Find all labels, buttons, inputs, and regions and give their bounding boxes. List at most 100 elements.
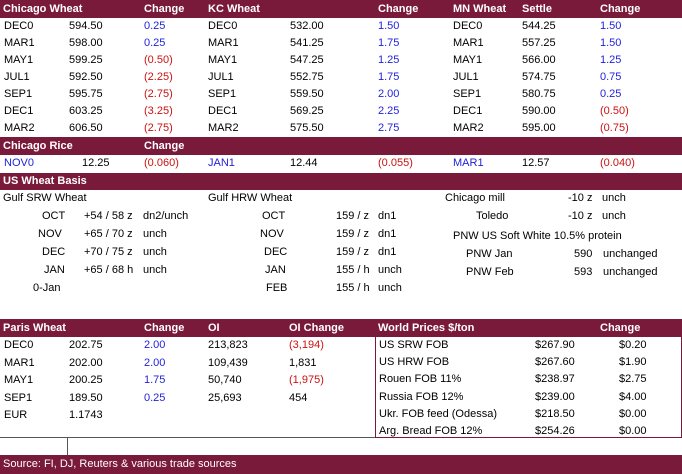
kc-change: 1.75 — [378, 37, 400, 49]
mn-settle-header: Settle — [522, 3, 552, 15]
chicago-change: 0.25 — [144, 20, 166, 32]
world-change-header: Change — [600, 322, 641, 334]
hrw-basis-note: dn1 — [378, 210, 397, 222]
hrw-basis-value: 159 / z — [336, 246, 370, 258]
kc-price: 532.00 — [290, 20, 324, 32]
hrw-month: NOV — [260, 228, 284, 240]
world-price: $218.50 — [535, 407, 575, 420]
srw-basis-note: unch — [143, 246, 167, 258]
hrw-basis-note: dn1 — [378, 246, 397, 258]
pnw-jan-value: 590 — [574, 248, 593, 260]
kc-price: 575.50 — [290, 122, 324, 134]
rice-title: Chicago Rice — [3, 140, 73, 152]
hrw-month: OCT — [262, 210, 286, 222]
rice-month-nov: NOV0 — [4, 157, 34, 169]
world-origin: Rouen FOB 11% — [379, 373, 462, 386]
srw-month: DEC — [42, 246, 66, 258]
mn-change: 0.75 — [600, 71, 622, 83]
chicago-month: SEP1 — [4, 88, 33, 100]
paris-price: 189.50 — [69, 391, 103, 404]
mn-change-header: Change — [600, 3, 641, 15]
srw-month: 0-Jan — [33, 282, 61, 294]
kc-month: MAY1 — [208, 54, 238, 66]
srw-basis-note: unch — [143, 228, 167, 240]
world-bottom-border — [375, 437, 682, 438]
paris-oi: 109,439 — [208, 356, 248, 369]
kc-change: 1.75 — [378, 71, 400, 83]
mn-change: 1.50 — [600, 37, 622, 49]
paris-price: 202.75 — [69, 339, 103, 351]
paris-oi-change-header: OI Change — [289, 322, 345, 334]
source-note: Source: FI, DJ, Reuters & various trade … — [3, 458, 237, 470]
srw-month: OCT — [42, 210, 66, 222]
chicago-price: 592.50 — [69, 71, 103, 83]
rice-change-nov: (0.060) — [144, 157, 179, 169]
paris-month: DEC0 — [4, 339, 34, 351]
paris-wheat-header: Paris Wheat — [3, 322, 66, 334]
chicago-change: 0.25 — [144, 37, 166, 49]
world-change: $2.75 — [619, 373, 647, 386]
kc-month: DEC1 — [208, 105, 238, 117]
rice-change-header: Change — [144, 140, 185, 152]
hrw-month: FEB — [266, 282, 288, 294]
chicago-change: (2.25) — [144, 71, 173, 83]
chicago-month: MAY1 — [4, 54, 34, 66]
chicago-month: MAR1 — [4, 37, 35, 49]
hrw-month: DEC — [264, 246, 288, 258]
kc-change: 2.00 — [378, 88, 400, 100]
world-price: $238.97 — [535, 373, 575, 386]
kc-change: 1.50 — [378, 20, 400, 32]
mn-price: 580.75 — [522, 88, 556, 100]
mn-month: JUL1 — [453, 71, 479, 83]
basis-header-bar: US Wheat Basis — [0, 173, 682, 190]
mn-month: MAY1 — [453, 54, 483, 66]
hrw-basis-note: unch — [378, 282, 402, 294]
chicago-price: 603.25 — [69, 105, 103, 117]
world-origin: Ukr. FOB feed (Odessa) — [379, 407, 497, 420]
paris-oi: 25,693 — [208, 391, 242, 404]
kc-price: 552.75 — [290, 71, 324, 83]
world-origin: US SRW FOB — [379, 339, 449, 351]
kc-change: 1.25 — [378, 54, 400, 66]
world-change: $0.20 — [619, 339, 647, 351]
source-footer-bar: Source: FI, DJ, Reuters & various trade … — [0, 455, 682, 474]
hrw-month: JAN — [265, 264, 286, 276]
kc-price: 541.25 — [290, 37, 324, 49]
pnw-feb-value: 593 — [574, 266, 593, 278]
hrw-basis-note: unch — [378, 264, 402, 276]
world-change: $0.00 — [619, 425, 647, 437]
kc-wheat-header: KC Wheat — [208, 3, 260, 15]
rice-month-mar: MAR1 — [453, 157, 484, 169]
kc-change-header: Change — [378, 3, 419, 15]
mn-price: 566.00 — [522, 54, 556, 66]
kc-month: MAR1 — [208, 37, 239, 49]
mn-wheat-header: MN Wheat — [453, 3, 507, 15]
srw-basis-note: dn2/unch — [143, 210, 189, 222]
rice-price-nov: 12.25 — [82, 157, 110, 169]
world-origin: Arg. Bread FOB 12% — [379, 425, 483, 437]
kc-price: 547.25 — [290, 54, 324, 66]
hrw-basis-value: 155 / h — [336, 282, 370, 294]
kc-month: MAR2 — [208, 122, 239, 134]
world-prices-title: World Prices $/ton — [378, 322, 475, 334]
gulf-hrw-title: Gulf HRW Wheat — [208, 192, 293, 204]
chicago-month: JUL1 — [4, 71, 30, 83]
paris-oi-change: (1,975) — [289, 374, 324, 386]
chicago-month: DEC0 — [4, 20, 34, 32]
rice-header-bar: Chicago Rice Change — [0, 137, 682, 155]
kc-change: 2.25 — [378, 105, 400, 117]
kc-price: 559.50 — [290, 88, 324, 100]
paris-world-header-bar: Paris Wheat Change OI OI Change World Pr… — [0, 319, 682, 337]
hrw-basis-value: 155 / h — [336, 264, 370, 276]
basis-title: US Wheat Basis — [3, 175, 87, 187]
pnw-title: PNW US Soft White 10.5% protein — [453, 230, 622, 242]
paris-change: 1.75 — [144, 374, 166, 386]
pnw-jan-note: unchanged — [603, 248, 658, 260]
mn-month: DEC1 — [453, 105, 483, 117]
world-origin: Russia FOB 12% — [379, 390, 464, 403]
eur-label: EUR — [4, 409, 28, 421]
hrw-basis-note: dn1 — [378, 228, 397, 240]
world-origin: US HRW FOB — [379, 356, 450, 369]
pnw-feb-label: PNW Feb — [466, 266, 514, 278]
paris-price: 200.25 — [69, 374, 103, 386]
